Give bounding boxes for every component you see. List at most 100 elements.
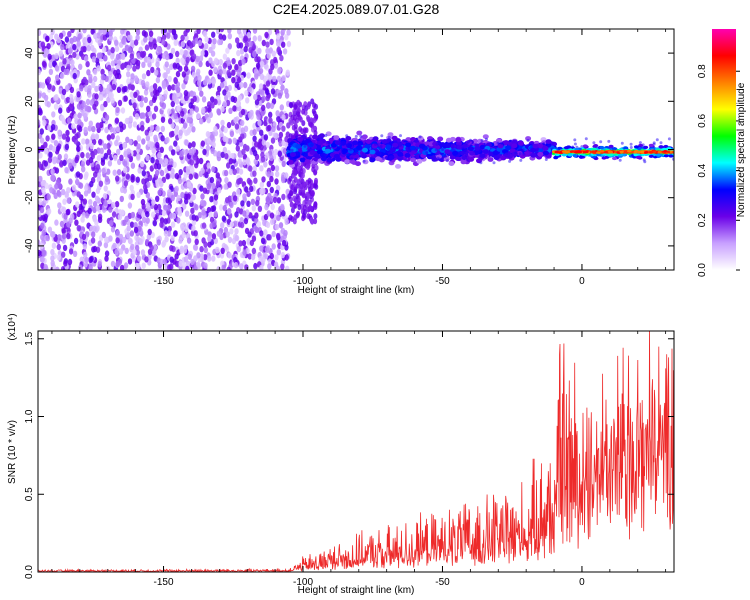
spectrogram-cell (233, 117, 238, 124)
spectrogram-cell (126, 232, 131, 239)
spectrogram-cell (273, 62, 279, 69)
spectrogram-cell (82, 36, 88, 44)
spectrogram-cell (95, 122, 101, 129)
spectrogram-cell (226, 162, 231, 169)
spectrogram-cell (345, 134, 349, 138)
spectrogram-cell (161, 176, 167, 183)
spectrogram-cell (299, 157, 306, 163)
spectrogram-cell (114, 139, 119, 147)
spectrogram-cell (112, 242, 117, 250)
spectrogram-cell (226, 121, 232, 129)
spectrogram-cell (170, 194, 175, 202)
spectrogram-cell (252, 35, 257, 42)
spectrogram-cell (236, 49, 241, 57)
spectrogram-cell (110, 260, 116, 268)
spectrogram-cell (180, 97, 185, 104)
spectrogram-cell (172, 161, 177, 168)
spectrogram-cell (223, 126, 228, 134)
spectrogram-cell (189, 42, 194, 49)
spectrogram-cell (248, 40, 253, 48)
spectrogram-cell (612, 147, 617, 151)
spectrogram-cell (238, 42, 244, 49)
spectrogram-cell (274, 223, 280, 231)
spectrogram-cell (287, 159, 294, 165)
spectrogram-cell (230, 95, 236, 103)
spectrogram-cell (66, 106, 71, 114)
spectrogram-cell (80, 161, 86, 168)
spectrogram-cell (74, 156, 79, 164)
spectrogram-cell (199, 185, 204, 192)
spectrogram-cell (314, 103, 318, 110)
spectrogram-cell (284, 92, 290, 99)
spectrogram-cell (303, 144, 307, 148)
spectrogram-cell (83, 126, 88, 134)
spectrogram-cell (38, 175, 43, 183)
spectrogram-cell (601, 156, 607, 160)
spectrogram-cell (211, 233, 217, 240)
spectrogram-cell (145, 116, 150, 124)
spectrogram-cell (306, 213, 311, 220)
spectrogram-cell (239, 48, 245, 55)
spectrogram-cell (71, 123, 76, 130)
spectrogram-cell (243, 217, 249, 225)
spectrogram-cell (104, 250, 110, 257)
spectrogram-cell (309, 205, 314, 212)
spectrogram-cell (259, 230, 264, 237)
spectrogram-cell (132, 150, 137, 157)
spectrogram-cell (85, 152, 91, 159)
spectrogram-cell (123, 262, 129, 269)
spectrogram-cell (207, 255, 212, 262)
spectrogram-cell (141, 216, 147, 223)
spectrogram-cell (281, 114, 286, 121)
spectrogram-cell (183, 256, 189, 263)
spectrogram-cell (584, 137, 588, 141)
spectrogram-cell (372, 136, 379, 142)
spectrogram-cell (355, 161, 361, 167)
spectrogram-cell (136, 143, 141, 150)
spectrogram-cell (228, 168, 234, 176)
spectrogram-cell (120, 29, 125, 35)
spectrogram-cell (339, 142, 343, 146)
spectrogram-cell (108, 206, 113, 213)
spectrogram-cell (409, 145, 416, 151)
spectrogram-cell (93, 171, 98, 178)
spectrogram-cell (67, 258, 73, 266)
spectrogram-cell (229, 228, 234, 235)
spectrogram-cell (110, 226, 116, 233)
spectrogram-cell (273, 148, 279, 156)
spectrogram-cell (119, 195, 125, 203)
spectrogram-cell (140, 198, 146, 206)
spectrogram-cell (526, 139, 530, 142)
spectrogram-cell (216, 230, 222, 237)
spectrogram-cell (152, 244, 158, 251)
spectrogram-cell (143, 31, 148, 38)
spectrogram-cell (56, 243, 61, 251)
spectrogram-cell (312, 117, 317, 124)
spectrogram-cell (217, 187, 222, 194)
spectrogram-cell (251, 205, 256, 212)
spectrogram-cell (176, 86, 181, 94)
spectrogram-cell (114, 201, 120, 208)
spectrogram-cell (124, 247, 129, 255)
spectrogram-cell (215, 180, 221, 188)
spectrogram-cell (179, 49, 184, 56)
spectrogram-cell (53, 192, 58, 199)
spectrogram-cell (275, 110, 280, 117)
spectrogram-cell (335, 157, 342, 162)
spectrogram-cell (210, 102, 215, 109)
spectrogram-cell (86, 69, 91, 76)
spectrogram-cell (276, 33, 281, 40)
spectrogram-cell (106, 148, 112, 156)
spectrogram-cell (208, 46, 213, 54)
spectrogram-cell (286, 40, 292, 48)
spectrogram-cell (247, 253, 252, 260)
spectrogram-cell (59, 72, 65, 80)
spectrogram-cell (284, 172, 289, 179)
spectrogram-cell (259, 264, 264, 270)
spectrogram-cell (143, 96, 148, 104)
spectrogram-cell (126, 148, 131, 155)
spectrogram-cell (174, 185, 179, 193)
spectrogram-cell (278, 131, 284, 139)
spectrogram-cell (81, 100, 86, 108)
spectrogram-cell (113, 154, 118, 162)
